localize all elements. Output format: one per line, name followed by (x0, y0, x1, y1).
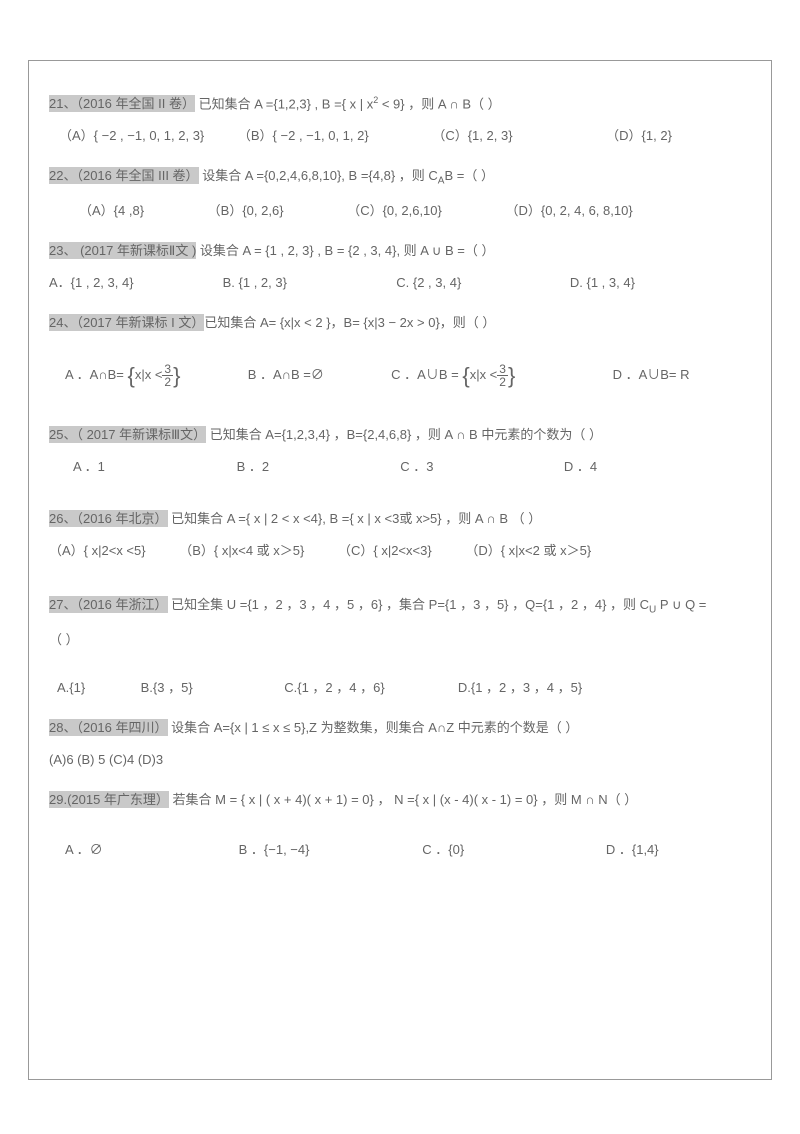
options-25: A ．1 B ．2 C ．3 D ．4 (73, 454, 751, 480)
brace-set-c: {x|x < 32} (462, 354, 515, 398)
tag-27: 27、（2016 年浙江） (49, 596, 168, 613)
question-27-tail: （ ） (49, 627, 751, 653)
frac-d: 2 (162, 376, 173, 388)
question-22: 22、（2016 年全国 III 卷） 设集合 A ={0,2,4,6,8,10… (49, 163, 751, 192)
opt-27-b: B.{3 ，5} (141, 675, 281, 701)
set-a-body: x|x < (135, 362, 163, 388)
stem-25: 已知集合 A={1,2,3,4} ，B={2,4,6,8} ，则 A ∩ B 中… (206, 427, 602, 442)
opt-21-d: （D）{1, 2} (606, 123, 672, 149)
options-26: （A）{ x|2<x <5} （B）{ x|x<4 或 x＞5} （C）{ x|… (49, 538, 751, 564)
options-21: （A）{ −2 , −1, 0, 1, 2, 3} （B）{ −2 , −1, … (59, 123, 751, 149)
tag-23: 23、 (2017 年新课标Ⅱ文 ) (49, 242, 196, 259)
options-29: A ．∅ B ．{−1, −4} C ．{0} D ．{1,4} (65, 837, 751, 863)
tag-21: 21、（2016 年全国 II 卷） (49, 95, 195, 112)
options-22: （A）{4 ,8} （B）{0, 2,6} （C）{0, 2,6,10} （D）… (79, 198, 751, 224)
question-27: 27、（2016 年浙江） 已知全集 U ={1 ，2 ，3 ，4 ，5 ，6}… (49, 592, 751, 621)
opt-23-a: A．{1 , 2, 3, 4} (49, 270, 219, 296)
stem-21b: < 9} ，则 A ∩ B（ ） (378, 96, 500, 111)
stem-27b: P ∪ Q = (656, 597, 706, 612)
frac-d2: 2 (497, 376, 508, 388)
opt-24-c: C ．A∪B = {x|x < 32} (391, 354, 515, 398)
tag-22: 22、（2016 年全国 III 卷） (49, 167, 199, 184)
options-28: (A)6 (B) 5 (C)4 (D)3 (49, 747, 751, 773)
opt-26-a: （A）{ x|2<x <5} (49, 538, 146, 564)
stem-29: 若集合 M = { x | ( x + 4)( x + 1) = 0} ， N … (169, 792, 637, 807)
opt-21-c: （C）{1, 2, 3} (432, 123, 512, 149)
question-23: 23、 (2017 年新课标Ⅱ文 ) 设集合 A = {1 , 2, 3} , … (49, 238, 751, 264)
question-25: 25、（ 2017 年新课标Ⅲ文） 已知集合 A={1,2,3,4} ，B={2… (49, 422, 751, 448)
opt-27-d: D.{1 ，2 ，3 ，4 ，5} (458, 675, 582, 701)
stem-22-tail: B =（ ） (444, 168, 494, 183)
stem-26: 已知集合 A ={ x | 2 < x <4}, B ={ x | x <3或 … (168, 511, 542, 526)
opt-24-d: D ．A∪B= R (613, 362, 690, 388)
tag-26: 26、（2016 年北京） (49, 510, 168, 527)
tag-24: 24、（2017 年新课标 I 文） (49, 314, 204, 331)
opt-22-c: （C）{0, 2,6,10} (347, 198, 442, 224)
opt-22-a: （A）{4 ,8} (79, 198, 144, 224)
opt-24-a: A ．A∩B= {x|x < 32} (65, 354, 180, 398)
brace-set-a: {x|x < 32} (127, 354, 180, 398)
stem-23: 设集合 A = {1 , 2, 3} , B = {2 , 3, 4}, 则 A… (196, 243, 494, 258)
opt-29-c: C ．{0} (422, 837, 602, 863)
tag-25: 25、（ 2017 年新课标Ⅲ文） (49, 426, 206, 443)
question-24: 24、（2017 年新课标 I 文）已知集合 A= {x|x < 2 }，B= … (49, 310, 751, 336)
stem-28: 设集合 A={x | 1 ≤ x ≤ 5},Z 为整数集，则集合 A∩Z 中元素… (168, 720, 579, 735)
stem-24: 已知集合 A= {x|x < 2 }，B= {x|3 − 2x > 0}，则（ … (204, 315, 495, 330)
exam-page: 21、（2016 年全国 II 卷） 已知集合 A ={1,2,3} , B =… (28, 60, 772, 1080)
stem-22: 设集合 A ={0,2,4,6,8,10}, B ={4,8} ，则 C (202, 168, 438, 183)
opt-22-b: （B）{0, 2,6} (208, 198, 284, 224)
opt-25-a: A ．1 (73, 454, 233, 480)
opt-23-d: D. {1 , 3, 4} (570, 270, 635, 296)
options-23: A．{1 , 2, 3, 4} B. {1 , 2, 3} C. {2 , 3,… (49, 270, 751, 296)
opt-29-a: A ．∅ (65, 837, 235, 863)
tag-28: 28、（2016 年四川） (49, 719, 168, 736)
set-c-body: x|x < (470, 362, 498, 388)
opt-25-b: B ．2 (237, 454, 397, 480)
opt-21-a: （A）{ −2 , −1, 0, 1, 2, 3} (59, 123, 204, 149)
question-26: 26、（2016 年北京） 已知集合 A ={ x | 2 < x <4}, B… (49, 506, 751, 532)
opt-21-b: （B）{ −2 , −1, 0, 1, 2} (238, 123, 369, 149)
opt-23-c: C. {2 , 3, 4} (396, 270, 566, 296)
opt-24-b: B ．A∩B =∅ (248, 362, 324, 388)
question-21: 21、（2016 年全国 II 卷） 已知集合 A ={1,2,3} , B =… (49, 91, 751, 117)
options-24: A ．A∩B= {x|x < 32} B ．A∩B =∅ C ．A∪B = {x… (65, 354, 751, 398)
options-27: A.{1} B.{3 ，5} C.{1 ，2 ，4 ，6} D.{1 ，2 ，3… (57, 675, 751, 701)
opt-23-b: B. {1 , 2, 3} (223, 270, 393, 296)
opt-29-b: B ．{−1, −4} (239, 837, 419, 863)
opt-26-b: （B）{ x|x<4 或 x＞5} (179, 538, 304, 564)
opt-26-d: （D）{ x|x<2 或 x＞5} (465, 538, 591, 564)
opt-24-c-pre: C ．A∪B = (391, 362, 459, 388)
opt-25-c: C ．3 (400, 454, 560, 480)
opt-29-d: D ．{1,4} (606, 837, 659, 863)
opt-27-a: A.{1} (57, 675, 137, 701)
opt-25-d: D ．4 (564, 454, 597, 480)
opt-24-a-pre: A ．A∩B= (65, 362, 124, 388)
tag-29: 29.(2015 年广东理） (49, 791, 169, 808)
opt-27-c: C.{1 ，2 ，4 ，6} (284, 675, 454, 701)
opt-26-c: （C）{ x|2<x<3} (338, 538, 432, 564)
opt-22-d: （D）{0, 2, 4, 6, 8,10} (505, 198, 632, 224)
stem-27a: 已知全集 U ={1 ，2 ，3 ，4 ，5 ，6} ，集合 P={1 ，3 ，… (168, 597, 650, 612)
question-29: 29.(2015 年广东理） 若集合 M = { x | ( x + 4)( x… (49, 787, 751, 813)
question-28: 28、（2016 年四川） 设集合 A={x | 1 ≤ x ≤ 5},Z 为整… (49, 715, 751, 741)
stem-21a: 已知集合 A ={1,2,3} , B ={ x | x (199, 96, 374, 111)
